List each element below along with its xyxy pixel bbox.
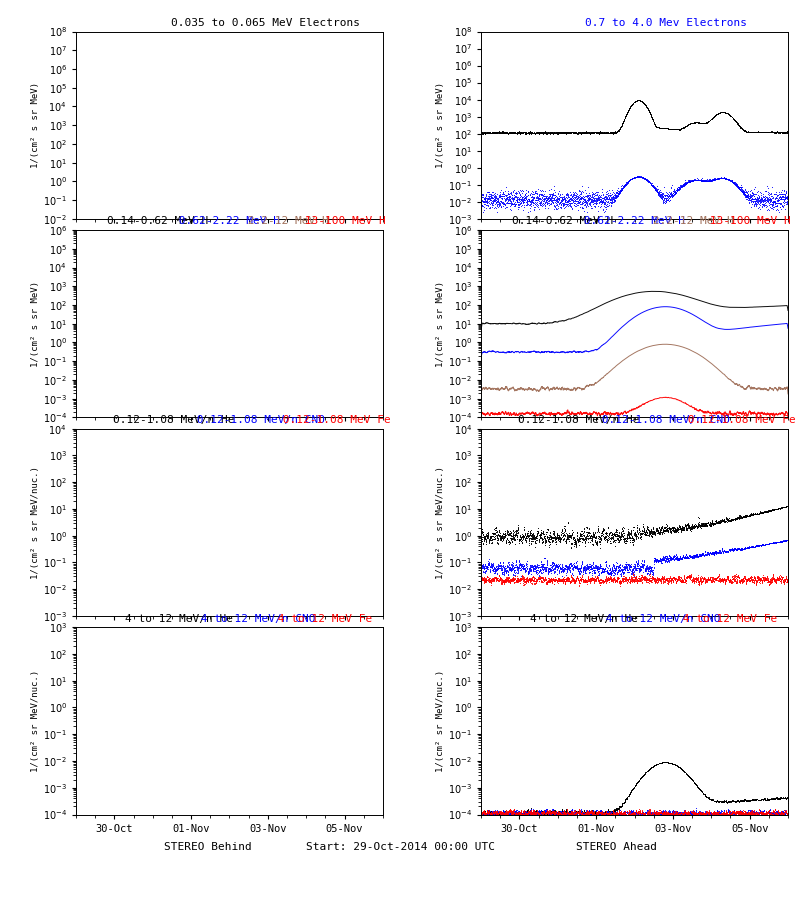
Text: 4 to 12 MeV Fe: 4 to 12 MeV Fe xyxy=(677,614,778,624)
Text: 0.7 to 4.0 Mev Electrons: 0.7 to 4.0 Mev Electrons xyxy=(585,18,746,28)
Y-axis label: 1/(cm² s sr MeV/nuc.): 1/(cm² s sr MeV/nuc.) xyxy=(31,466,40,579)
Y-axis label: 1/(cm² sr MeV/nuc.): 1/(cm² sr MeV/nuc.) xyxy=(436,670,445,772)
Text: 4 to 12 MeV Fe: 4 to 12 MeV Fe xyxy=(271,614,373,624)
Y-axis label: 1/(cm² s sr MeV): 1/(cm² s sr MeV) xyxy=(31,82,40,168)
Text: 4 to 12 MeV/n He: 4 to 12 MeV/n He xyxy=(125,614,233,624)
Text: 0.035 to 0.065 MeV Electrons: 0.035 to 0.065 MeV Electrons xyxy=(171,18,360,28)
Text: 0.62-2.22 MeV H: 0.62-2.22 MeV H xyxy=(577,217,685,227)
Text: 2.2-12 MeV H: 2.2-12 MeV H xyxy=(241,217,329,227)
Text: 0.12-1.08 MeV/n He: 0.12-1.08 MeV/n He xyxy=(518,415,639,425)
Y-axis label: 1/(cm² sr MeV/nuc.): 1/(cm² sr MeV/nuc.) xyxy=(31,670,40,772)
Y-axis label: 1/(cm² s sr MeV): 1/(cm² s sr MeV) xyxy=(31,281,40,366)
Text: 0.12-1.08 MeV/n CNO: 0.12-1.08 MeV/n CNO xyxy=(595,415,730,425)
Text: Start: 29-Oct-2014 00:00 UTC: Start: 29-Oct-2014 00:00 UTC xyxy=(306,842,494,852)
Text: 0.12-1.08 MeV/n He: 0.12-1.08 MeV/n He xyxy=(113,415,234,425)
Y-axis label: 1/(cm² s sr MeV): 1/(cm² s sr MeV) xyxy=(436,82,446,168)
Text: 0.12-1.08 MeV Fe: 0.12-1.08 MeV Fe xyxy=(275,415,390,425)
Y-axis label: 1/(cm² s sr MeV/nuc.): 1/(cm² s sr MeV/nuc.) xyxy=(436,466,446,579)
Text: 13-100 MeV H: 13-100 MeV H xyxy=(298,217,386,227)
Text: 4 to 12 MeV/n CNO: 4 to 12 MeV/n CNO xyxy=(599,614,721,624)
Text: 4 to 12 MeV/n CNO: 4 to 12 MeV/n CNO xyxy=(194,614,315,624)
Text: 0.14-0.62 MeV H: 0.14-0.62 MeV H xyxy=(107,217,209,227)
Y-axis label: 1/(cm² s sr MeV): 1/(cm² s sr MeV) xyxy=(436,281,445,366)
Text: 2.2-12 MeV H: 2.2-12 MeV H xyxy=(646,217,734,227)
Text: 13-100 MeV H: 13-100 MeV H xyxy=(702,217,790,227)
Text: 0.14-0.62 MeV H: 0.14-0.62 MeV H xyxy=(512,217,614,227)
Text: 0.12-1.08 MeV Fe: 0.12-1.08 MeV Fe xyxy=(681,415,795,425)
Text: 0.12-1.08 MeV/n CNO: 0.12-1.08 MeV/n CNO xyxy=(190,415,325,425)
Text: STEREO Ahead: STEREO Ahead xyxy=(575,842,657,852)
Text: 4 to 12 MeV/n He: 4 to 12 MeV/n He xyxy=(530,614,638,624)
Text: STEREO Behind: STEREO Behind xyxy=(164,842,252,852)
Text: 0.62-2.22 MeV H: 0.62-2.22 MeV H xyxy=(172,217,280,227)
